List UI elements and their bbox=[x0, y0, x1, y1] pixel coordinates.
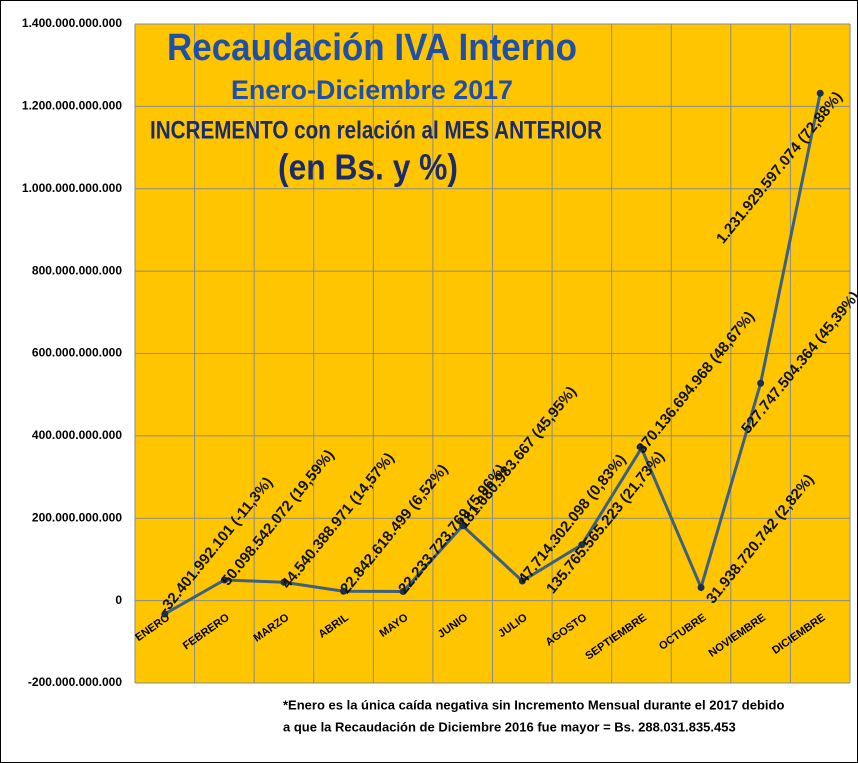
y-tick-label: -200.000.000.000 bbox=[28, 675, 122, 689]
y-tick-label: 0 bbox=[115, 593, 122, 607]
y-tick-label: 800.000.000.000 bbox=[32, 263, 122, 277]
point bbox=[757, 379, 765, 387]
point bbox=[637, 444, 645, 452]
y-tick-label: 400.000.000.000 bbox=[32, 428, 122, 442]
y-tick-label: 1.400.000.000.000 bbox=[22, 16, 122, 30]
chart-subtitle: INCREMENTO con relación al MES ANTERIOR bbox=[150, 117, 602, 145]
chart-subtitle: Enero-Diciembre 2017 bbox=[231, 75, 513, 105]
footnote: *Enero es la única caída negativa sin In… bbox=[283, 697, 784, 712]
point bbox=[518, 577, 526, 585]
point bbox=[340, 587, 348, 595]
line bbox=[164, 92, 822, 616]
chart-subtitle: (en Bs. y %) bbox=[278, 147, 458, 188]
point bbox=[816, 89, 824, 97]
y-tick-label: 600.000.000.000 bbox=[32, 346, 122, 360]
y-tick-label: 1.000.000.000.000 bbox=[22, 181, 122, 195]
footnote: a que la Recaudación de Diciembre 2016 f… bbox=[283, 719, 736, 734]
point bbox=[697, 583, 705, 591]
point bbox=[280, 578, 288, 586]
point bbox=[459, 522, 467, 530]
y-tick-label: 200.000.000.000 bbox=[32, 510, 122, 524]
point bbox=[399, 587, 407, 595]
point bbox=[578, 541, 586, 549]
point bbox=[161, 610, 169, 618]
y-tick-label: 1.200.000.000.000 bbox=[22, 99, 122, 113]
point bbox=[220, 576, 228, 584]
chart-title: Recaudación IVA Interno bbox=[167, 27, 577, 69]
